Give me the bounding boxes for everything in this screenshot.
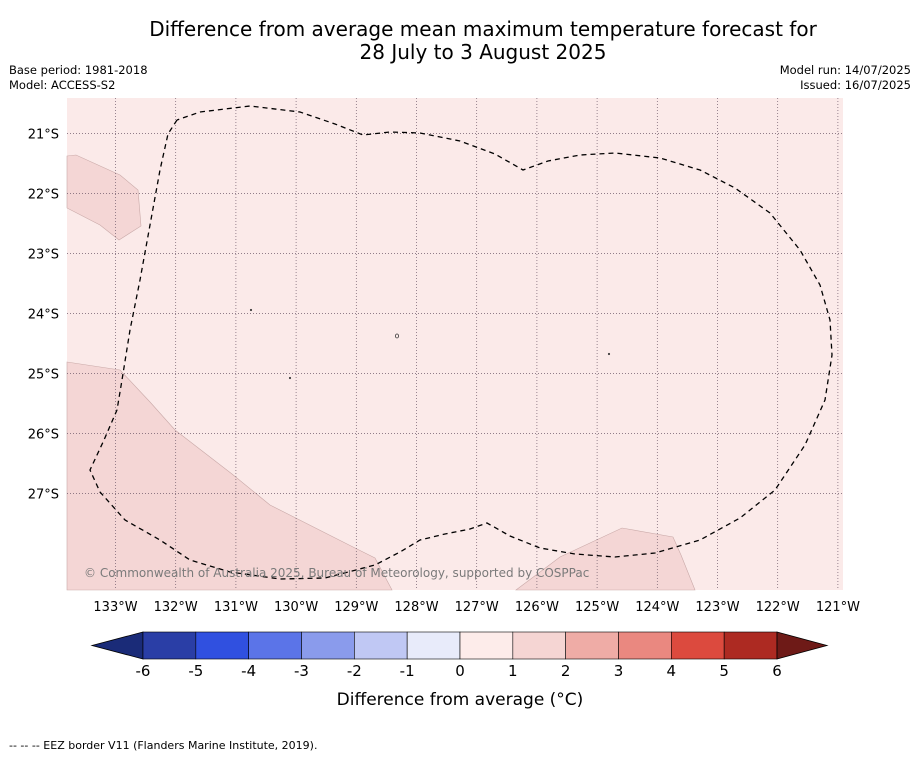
island-dot — [394, 333, 399, 339]
meta-right: Model run: 14/07/2025 Issued: 16/07/2025 — [780, 63, 911, 93]
latitude-labels: 21°S 22°S 23°S 24°S 25°S 26°S 27°S — [28, 128, 59, 503]
colorbar-segment — [671, 631, 725, 660]
colorbar-segment — [459, 631, 514, 660]
colorbar-tick-label: -4 — [241, 662, 256, 680]
colorbar-tick-label: -1 — [400, 662, 415, 680]
title-line-1: Difference from average mean maximum tem… — [149, 17, 817, 41]
colorbar-segment — [354, 631, 408, 660]
colorbar-tick-label: 6 — [772, 662, 782, 680]
latitude-label: 25°S — [28, 368, 59, 383]
colorbar-segment — [248, 631, 302, 660]
colorbar-over-extension — [776, 631, 829, 660]
region-southeast — [515, 527, 696, 591]
colorbar-segment — [565, 631, 619, 660]
longitude-label: 133°W — [93, 600, 137, 615]
region-northwest — [66, 154, 142, 241]
meta-left: Base period: 1981-2018 Model: ACCESS-S2 — [9, 63, 148, 93]
latitude-label: 23°S — [28, 248, 59, 263]
colorbar-tick-label: -5 — [188, 662, 203, 680]
colorbar-tick-label: 4 — [667, 662, 677, 680]
longitude-label: 128°W — [394, 600, 438, 615]
colorbar-tick-label: 3 — [614, 662, 624, 680]
colorbar-tick-label: 2 — [561, 662, 571, 680]
latitude-label: 22°S — [28, 188, 59, 203]
eez-border — [89, 105, 833, 580]
longitude-label: 125°W — [575, 600, 619, 615]
colorbar-tick-label: 1 — [508, 662, 518, 680]
colorbar-segment — [723, 631, 778, 660]
island-dot — [249, 308, 253, 312]
colorbar-tick-labels: -6 -5 -4 -3 -2 -1 0 1 2 3 4 5 6 — [136, 662, 782, 680]
colorbar-segment — [195, 631, 249, 660]
longitude-label: 123°W — [695, 600, 739, 615]
colorbar-tick-label: -3 — [294, 662, 309, 680]
latitude-label: 21°S — [28, 128, 59, 143]
copyright-text: © Commonwealth of Australia 2025, Bureau… — [84, 566, 589, 580]
colorbar — [90, 631, 829, 660]
colorbar-segment — [406, 631, 461, 660]
colorbar-under-extension — [90, 631, 144, 660]
colorbar-tick-label: 0 — [455, 662, 465, 680]
colorbar-segment — [301, 631, 355, 660]
longitude-label: 127°W — [455, 600, 499, 615]
latitude-label: 24°S — [28, 308, 59, 323]
colorbar-segment — [618, 631, 672, 660]
longitude-labels: 133°W 132°W 131°W 130°W 129°W 128°W 127°W 126°W… — [93, 600, 860, 615]
map-gridlines — [67, 98, 843, 590]
longitude-label: 122°W — [756, 600, 800, 615]
colorbar-tick-label: 5 — [719, 662, 729, 680]
longitude-label: 131°W — [214, 600, 258, 615]
title-line-2: 28 July to 3 August 2025 — [359, 40, 607, 64]
base-period: Base period: 1981-2018 — [9, 63, 148, 77]
map-title: Difference from average mean maximum tem… — [0, 18, 919, 64]
longitude-label: 130°W — [274, 600, 318, 615]
longitude-label: 126°W — [515, 600, 559, 615]
colorbar-segment — [512, 631, 566, 660]
island-marks — [249, 308, 611, 380]
colorbar-tick-label: -2 — [347, 662, 362, 680]
issued-date: Issued: 16/07/2025 — [800, 78, 911, 92]
island-dot — [607, 352, 611, 356]
model-name: Model: ACCESS-S2 — [9, 78, 116, 92]
longitude-label: 121°W — [816, 600, 860, 615]
longitude-label: 132°W — [154, 600, 198, 615]
latitude-label: 26°S — [28, 428, 59, 443]
longitude-label: 129°W — [334, 600, 378, 615]
island-dot — [288, 376, 292, 380]
colorbar-segment — [142, 631, 197, 660]
colorbar-tick-label: -6 — [136, 662, 151, 680]
eez-footnote: -- -- -- EEZ border V11 (Flanders Marine… — [9, 739, 318, 752]
model-run: Model run: 14/07/2025 — [779, 63, 911, 77]
latitude-label: 27°S — [28, 488, 59, 503]
colorbar-title: Difference from average (°C) — [337, 690, 584, 710]
longitude-label: 124°W — [635, 600, 679, 615]
